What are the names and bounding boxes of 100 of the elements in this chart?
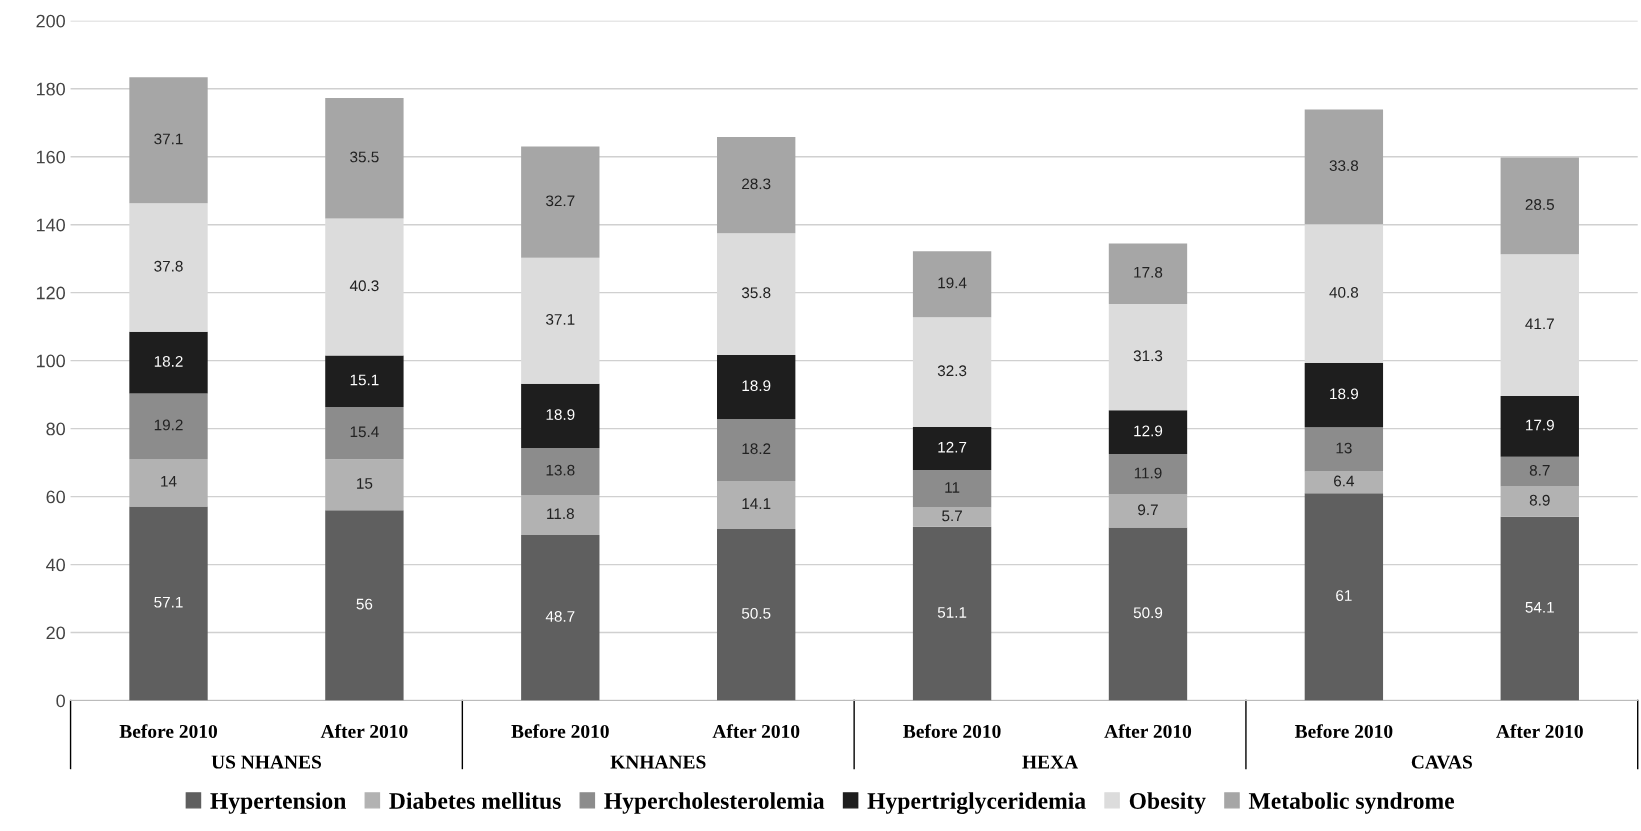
data-label: 37.1 [546,314,575,325]
data-label: 37.1 [154,133,183,145]
x-tick-label: Before 2010 [511,724,609,739]
data-label: 33.8 [1329,160,1359,172]
bar [1500,396,1579,457]
data-label: 11.9 [1134,467,1162,479]
data-label: 56 [356,598,373,610]
data-label: 19.2 [154,419,183,431]
bar [1500,516,1579,701]
y-tick-label: 160 [36,150,65,164]
y-tick-label: 80 [46,422,65,436]
data-label: 18.9 [742,380,771,392]
bar [717,137,796,234]
bar [1108,527,1188,701]
data-label: 41.7 [1525,318,1554,330]
x-tick-label: After 2010 [1496,724,1583,739]
bar [717,480,796,529]
data-label: 18.2 [154,355,183,367]
data-label: 17.8 [1134,266,1163,278]
bar [325,97,404,219]
data-label: 32.7 [546,195,575,207]
data-label: 51.1 [937,607,967,618]
bar [1500,157,1579,255]
bar [521,146,600,258]
legend-label: Metabolic syndrome [1248,792,1455,814]
data-label: 12.7 [938,441,967,453]
data-label: 50.9 [1133,607,1163,619]
data-label: 17.9 [1526,419,1554,431]
data-label: 14.1 [742,498,771,509]
data-label: 48.7 [545,611,575,622]
bar [1108,243,1188,304]
y-tick-label: 200 [36,14,65,28]
bar [521,535,600,701]
data-label: 6.4 [1334,475,1355,487]
x-tick-label: Before 2010 [119,724,217,739]
data-label: 13 [1336,442,1352,454]
bar [521,383,600,448]
y-tick-label: 140 [36,218,65,232]
data-label: 5.7 [942,510,962,522]
y-tick-label: 0 [56,694,65,708]
bar [129,331,208,394]
data-label: 9.7 [1138,504,1158,516]
data-label: 8.7 [1529,464,1550,476]
bar [521,448,600,495]
data-label: 57.1 [154,596,183,608]
bar [129,77,208,204]
data-label: 54.1 [1525,602,1554,613]
data-label: 31.3 [1133,350,1163,362]
data-label: 18.9 [1330,388,1359,400]
bar [521,494,600,536]
legend-label: Diabetes mellitus [389,792,561,809]
data-label: 15 [357,478,373,489]
bar [129,393,208,459]
data-label: 40.3 [349,280,379,292]
y-tick-label: 120 [36,286,65,300]
x-tick-label: After 2010 [712,724,800,739]
bar [1108,494,1188,528]
legend-label: Hypercholesterolemia [604,792,825,814]
x-tick-label: After 2010 [320,724,408,739]
data-label: 18.2 [742,443,771,455]
x-tick-label: Before 2010 [903,724,1001,739]
bar [1108,410,1188,455]
x-tick-label: After 2010 [1104,724,1192,739]
bar [1304,363,1384,428]
bar [1500,456,1579,487]
bar [1108,454,1188,495]
data-label: 28.5 [1525,199,1554,210]
bar [325,510,404,701]
y-tick-label: 100 [36,354,65,368]
data-label: 18.9 [546,409,575,420]
data-label: 40.8 [1329,286,1359,298]
legend-label: Hypertension [210,792,347,814]
data-label: 32.3 [937,365,967,377]
y-tick-label: 180 [36,82,65,96]
data-label: 28.3 [742,178,771,190]
bar [717,354,796,420]
y-tick-label: 40 [46,558,65,572]
text: CAVAS [1411,755,1472,769]
data-label: 15.4 [350,426,379,438]
bar [912,426,992,471]
bar [325,355,404,407]
data-label: 61 [1336,590,1352,601]
bar [717,419,796,481]
data-label: 12.9 [1134,425,1163,437]
bar [129,506,208,701]
data-label: 37.8 [154,260,183,272]
data-label: 14 [161,476,177,487]
bar [1304,493,1384,701]
text: US NHANES [211,755,322,769]
bar [912,251,992,318]
data-label: 11 [945,482,960,493]
legend-label: Hypertriglyceridemia [867,792,1086,814]
data-label: 50.5 [741,608,771,619]
x-tick-label: Before 2010 [1294,724,1393,739]
bar [1500,486,1579,517]
data-label: 13.8 [546,464,575,476]
bar [912,507,992,527]
bar [1304,109,1384,225]
data-label: 35.8 [741,287,771,299]
text: KNHANES [610,755,706,769]
